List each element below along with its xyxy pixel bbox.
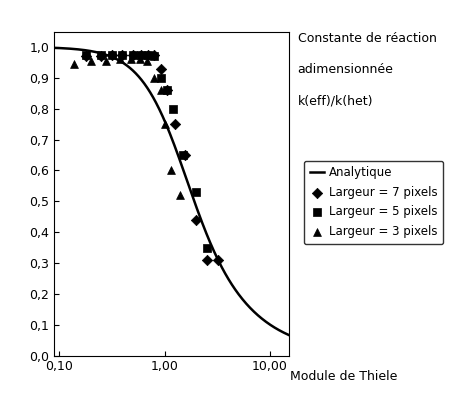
Text: k(eff)/k(het): k(eff)/k(het)	[298, 95, 373, 108]
Text: Module de Thiele: Module de Thiele	[290, 370, 397, 383]
Largeur = 3 pixels	[176, 192, 184, 198]
Largeur = 5 pixels	[151, 53, 158, 59]
Largeur = 5 pixels	[109, 52, 116, 58]
Largeur = 3 pixels	[167, 167, 175, 173]
Largeur = 3 pixels	[116, 56, 124, 62]
Largeur = 5 pixels	[169, 105, 176, 112]
Largeur = 7 pixels	[138, 52, 145, 58]
Largeur = 7 pixels	[157, 66, 164, 72]
Largeur = 5 pixels	[82, 52, 89, 58]
Largeur = 3 pixels	[157, 87, 164, 93]
Largeur = 7 pixels	[181, 152, 188, 158]
Largeur = 5 pixels	[119, 52, 126, 58]
Largeur = 7 pixels	[151, 52, 158, 58]
Analytique	[160, 114, 166, 119]
Largeur = 7 pixels	[193, 216, 200, 223]
Largeur = 7 pixels	[97, 53, 105, 59]
Largeur = 7 pixels	[171, 121, 178, 127]
Analytique	[161, 117, 167, 122]
Largeur = 5 pixels	[203, 245, 210, 251]
Largeur = 3 pixels	[127, 56, 134, 62]
Largeur = 7 pixels	[163, 87, 170, 93]
Analytique	[280, 330, 285, 335]
Largeur = 3 pixels	[143, 58, 151, 64]
Largeur = 7 pixels	[203, 257, 210, 263]
Analytique	[46, 45, 51, 50]
Analytique	[243, 300, 248, 305]
Analytique	[189, 191, 194, 196]
Largeur = 7 pixels	[109, 52, 116, 58]
Largeur = 5 pixels	[163, 87, 170, 93]
Largeur = 7 pixels	[119, 52, 126, 58]
Analytique	[176, 154, 181, 159]
Analytique	[286, 333, 291, 337]
Largeur = 3 pixels	[161, 121, 168, 127]
Largeur = 5 pixels	[129, 52, 136, 58]
Largeur = 7 pixels	[82, 53, 89, 59]
Legend: Analytique, Largeur = 7 pixels, Largeur = 5 pixels, Largeur = 3 pixels: Analytique, Largeur = 7 pixels, Largeur …	[304, 161, 443, 244]
Largeur = 3 pixels	[71, 61, 78, 67]
Text: adimensionnée: adimensionnée	[298, 63, 394, 76]
Largeur = 5 pixels	[144, 52, 152, 58]
Text: Constante de réaction: Constante de réaction	[298, 32, 437, 45]
Largeur = 5 pixels	[157, 75, 164, 81]
Largeur = 3 pixels	[87, 58, 94, 64]
Largeur = 5 pixels	[138, 52, 145, 58]
Largeur = 5 pixels	[193, 189, 200, 195]
Largeur = 7 pixels	[214, 257, 221, 263]
Largeur = 7 pixels	[129, 52, 136, 58]
Largeur = 5 pixels	[179, 152, 187, 158]
Largeur = 3 pixels	[102, 58, 110, 64]
Line: Analytique: Analytique	[49, 48, 289, 335]
Largeur = 5 pixels	[97, 52, 105, 58]
Largeur = 7 pixels	[144, 52, 152, 58]
Largeur = 3 pixels	[151, 75, 158, 81]
Largeur = 3 pixels	[136, 56, 143, 62]
